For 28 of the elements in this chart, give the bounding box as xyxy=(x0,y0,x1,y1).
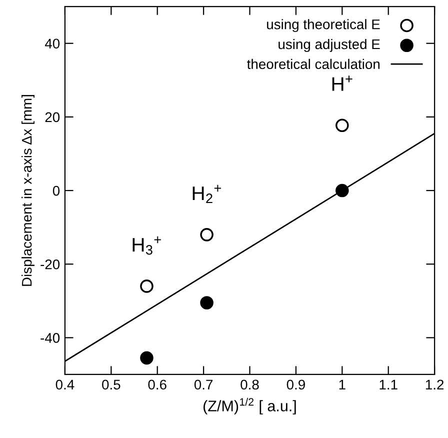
point xyxy=(200,228,214,242)
legend-label: using theoretical E xyxy=(267,19,380,32)
point xyxy=(200,296,214,310)
point xyxy=(336,184,349,198)
x-axis-title: (Z/M)$^{1/2}$ [ a.u.] xyxy=(204,398,296,414)
legend-label: using adjusted E xyxy=(278,38,380,52)
point xyxy=(140,280,154,293)
x-tick-label: 1.2 xyxy=(426,380,444,390)
x-tick-label: 0.5 xyxy=(102,380,120,390)
x-tick-label: 1.1 xyxy=(380,380,398,390)
x-tick-label: 0.9 xyxy=(286,380,305,390)
x-tick-label: 1 xyxy=(339,380,346,390)
x-tick-label: 0.4 xyxy=(56,380,74,390)
y-tick-label: 40 xyxy=(44,38,60,49)
y-axis-title: Displacement in x-axis Δx [mm] xyxy=(22,95,34,286)
x-tick-label: 0.6 xyxy=(148,380,166,390)
x-tick-label: 0.8 xyxy=(240,380,259,390)
y-tick-label: -40 xyxy=(40,333,60,343)
annotation: H$^{+}$ xyxy=(332,76,352,91)
legend-label: theoretical calculation xyxy=(247,58,380,70)
y-tick-label: 0 xyxy=(52,186,60,196)
point xyxy=(336,118,349,132)
annotation: H$_{3}$$^{+}$ xyxy=(132,236,161,255)
y-tick-label: -20 xyxy=(40,259,60,270)
x-tick-label: 0.7 xyxy=(194,380,213,390)
annotation: H$_{2}$$^{+}$ xyxy=(192,184,221,204)
point xyxy=(140,351,154,365)
y-tick-label: 20 xyxy=(45,112,60,122)
